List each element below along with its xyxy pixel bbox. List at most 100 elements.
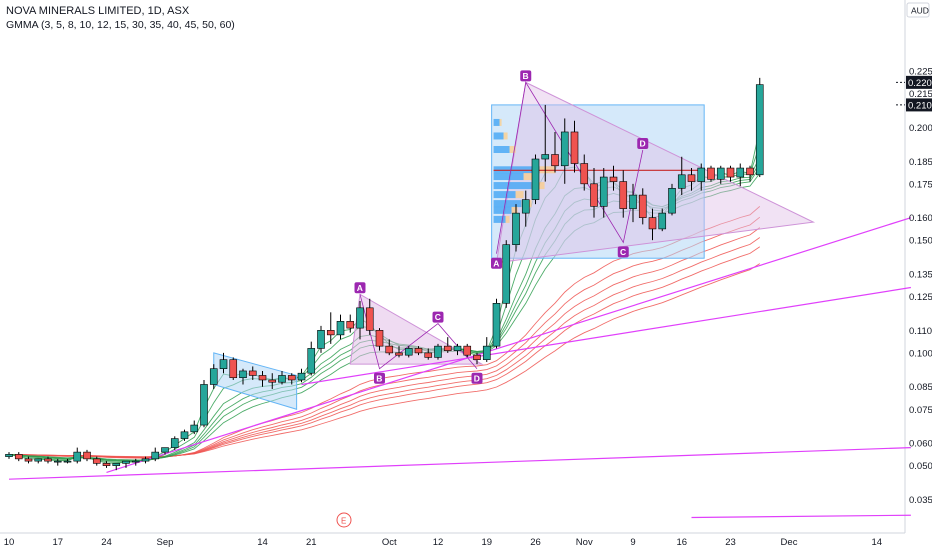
candle-body: [151, 451, 160, 460]
candle-body: [346, 321, 355, 329]
candle-body: [395, 352, 403, 356]
candle-body: [404, 348, 413, 356]
volume-profile-bar: [505, 215, 510, 223]
x-tick-label: 9: [630, 537, 635, 548]
pattern-label-box: [354, 282, 366, 294]
candle-body: [200, 384, 208, 426]
volume-profile-bar: [493, 215, 506, 223]
trendline-mid: [301, 286, 911, 386]
candle-body: [190, 424, 199, 433]
y-tick-label: 0.075: [909, 405, 932, 416]
candle-body: [209, 368, 218, 385]
x-tick-label: 23: [725, 537, 736, 548]
candle-body: [258, 375, 267, 381]
candle-body: [482, 345, 491, 360]
candle-body: [736, 167, 745, 178]
volume-profile-bar: [523, 173, 535, 181]
pattern-label-B: B: [376, 373, 382, 383]
pattern-label-A: A: [357, 283, 363, 293]
candle-body: [307, 348, 316, 374]
y-tick-label: 0.185: [909, 157, 932, 168]
candle-body: [570, 131, 579, 164]
candle-body: [619, 181, 628, 209]
pattern-label-box: [471, 372, 483, 384]
x-tick-label: 26: [530, 537, 541, 548]
price-badge: [906, 98, 932, 112]
pattern-label-C: C: [620, 247, 626, 257]
y-tick-label: 0.160: [909, 213, 932, 224]
pattern-label-box: [374, 372, 385, 384]
trendline-steep: [106, 217, 912, 473]
candle-body: [180, 431, 189, 439]
candle-body: [697, 167, 706, 182]
candle-body: [434, 345, 442, 358]
candle-body: [648, 217, 657, 230]
candle-body: [560, 131, 569, 167]
y-tick-label: 0.035: [909, 495, 932, 506]
x-tick-label: 17: [52, 537, 63, 548]
gmma-long-ema-60: [8, 263, 761, 458]
candle-body: [707, 167, 715, 180]
x-tick-label: 21: [306, 537, 317, 548]
x-tick-label: 12: [433, 537, 444, 548]
candle-body: [599, 176, 608, 207]
candle-body: [365, 307, 374, 331]
candle-body: [34, 458, 43, 462]
x-tick-label: Oct: [382, 537, 397, 548]
candle-body: [580, 163, 589, 185]
candle-body: [658, 212, 667, 230]
candle-body: [531, 158, 540, 200]
x-tick-label: Dec: [781, 537, 798, 548]
volume-profile-bar: [493, 173, 524, 181]
pattern-label-box: [491, 257, 502, 269]
candle-body: [278, 375, 286, 383]
candle-body: [590, 183, 598, 207]
pattern-label-box: [520, 70, 532, 82]
candle-body: [297, 372, 306, 381]
y-tick-label: 0.215: [909, 89, 932, 100]
pattern-label-D: D: [474, 373, 480, 383]
candle-body: [24, 458, 33, 462]
candle-body: [229, 359, 238, 379]
pattern-box-2: [491, 104, 705, 259]
x-tick-label: 16: [676, 537, 687, 548]
candle-body: [375, 330, 384, 347]
candle-body: [716, 167, 725, 180]
candle-body: [5, 454, 13, 457]
candle-body: [473, 354, 481, 360]
candle-body: [219, 359, 228, 369]
candle-body: [385, 345, 394, 354]
volume-profile-bar: [511, 206, 518, 214]
pattern-label-box: [432, 311, 444, 323]
candle-body: [443, 345, 452, 351]
candle-body: [287, 375, 296, 381]
candle-body: [317, 330, 325, 349]
candle-body: [463, 345, 472, 356]
candle-body: [63, 460, 72, 463]
candle-body: [453, 345, 462, 351]
volume-profile-bar: [509, 146, 516, 153]
candle-body: [239, 370, 247, 379]
candle-body: [755, 84, 764, 176]
y-tick-label: 0.200: [909, 123, 932, 134]
x-tick-label: 24: [101, 537, 112, 548]
y-tick-label: 0.125: [909, 292, 932, 303]
candle-body: [687, 174, 696, 182]
candle-body: [122, 460, 130, 464]
candle-body: [521, 199, 530, 214]
x-tick-label: 19: [481, 537, 492, 548]
pattern-label-box: [637, 138, 649, 149]
earnings-marker-label: E: [341, 517, 346, 526]
candle-body: [414, 348, 423, 354]
candle-body: [53, 460, 62, 463]
price-badge: [906, 75, 932, 89]
candle-body: [492, 303, 501, 347]
trendline-bottom: [8, 447, 911, 480]
trendline-lower: [691, 514, 911, 519]
y-tick-label: 0.110: [909, 326, 932, 337]
x-tick-label: Sep: [157, 537, 174, 548]
candle-body: [677, 174, 686, 189]
pattern-label-A: A: [493, 258, 499, 268]
candle-body: [746, 167, 754, 176]
